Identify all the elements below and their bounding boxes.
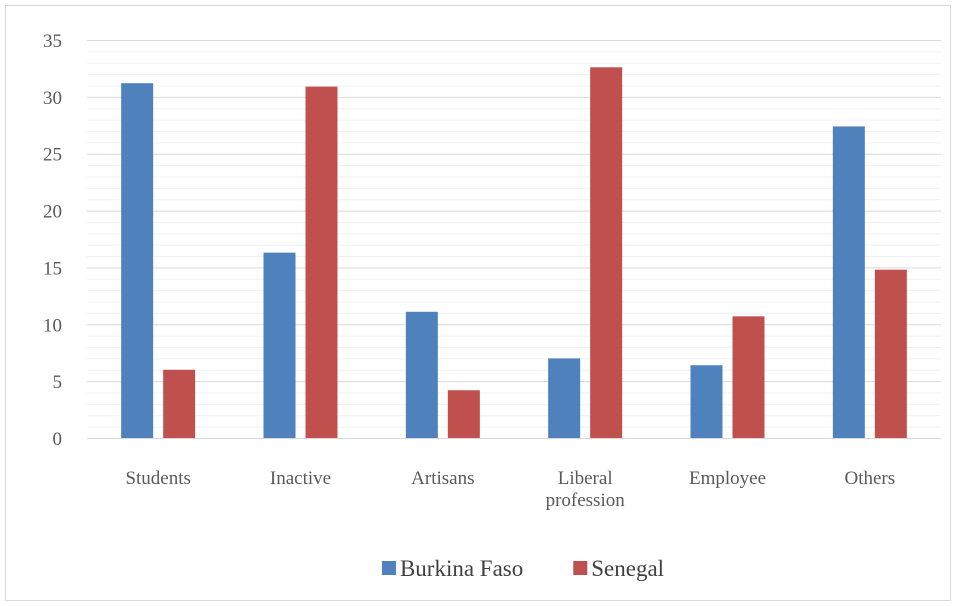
bar-burkina-faso-4 xyxy=(690,365,723,438)
bar-senegal-1 xyxy=(305,86,338,438)
legend-item-senegal: Senegal xyxy=(573,556,664,581)
y-tick-label: 15 xyxy=(43,258,62,279)
chart-frame xyxy=(5,5,951,601)
x-category-label: Inactive xyxy=(270,468,331,489)
x-category-label: Artisans xyxy=(411,468,474,489)
y-tick-label: 0 xyxy=(53,429,63,450)
bar-burkina-faso-1 xyxy=(263,252,296,438)
bar-senegal-3 xyxy=(590,67,623,438)
legend-swatch xyxy=(573,561,588,575)
bar-senegal-4 xyxy=(732,316,765,438)
gridlines xyxy=(87,40,941,439)
x-category-label: Liberal profession xyxy=(546,468,626,511)
bar-burkina-faso-2 xyxy=(405,311,438,438)
bar-burkina-faso-3 xyxy=(548,358,581,438)
legend-item-burkina-faso: Burkina Faso xyxy=(381,556,523,581)
x-axis: Students Inactive Artisans Liberal professio… xyxy=(125,468,895,511)
y-tick-label: 30 xyxy=(43,88,62,109)
y-tick-label: 35 xyxy=(43,31,62,52)
legend-label: Senegal xyxy=(591,556,664,581)
legend-swatch xyxy=(381,561,396,575)
y-tick-label: 25 xyxy=(43,145,62,166)
bar-senegal-2 xyxy=(447,390,480,438)
bar-senegal-5 xyxy=(874,269,907,438)
y-tick-label: 5 xyxy=(53,372,63,393)
bar-burkina-faso-5 xyxy=(832,126,865,439)
bar-burkina-faso-0 xyxy=(121,83,154,438)
legend-label: Burkina Faso xyxy=(400,556,523,581)
x-category-label: Employee xyxy=(689,468,766,489)
y-tick-label: 20 xyxy=(43,202,62,223)
bars xyxy=(121,67,907,439)
legend: Burkina Faso Senegal xyxy=(381,556,664,581)
y-tick-label: 10 xyxy=(43,315,62,336)
x-category-label: Others xyxy=(845,468,896,489)
bar-senegal-0 xyxy=(163,369,196,438)
y-axis: 0 5 10 15 20 25 30 35 xyxy=(43,31,62,450)
x-category-label: Students xyxy=(125,468,190,489)
